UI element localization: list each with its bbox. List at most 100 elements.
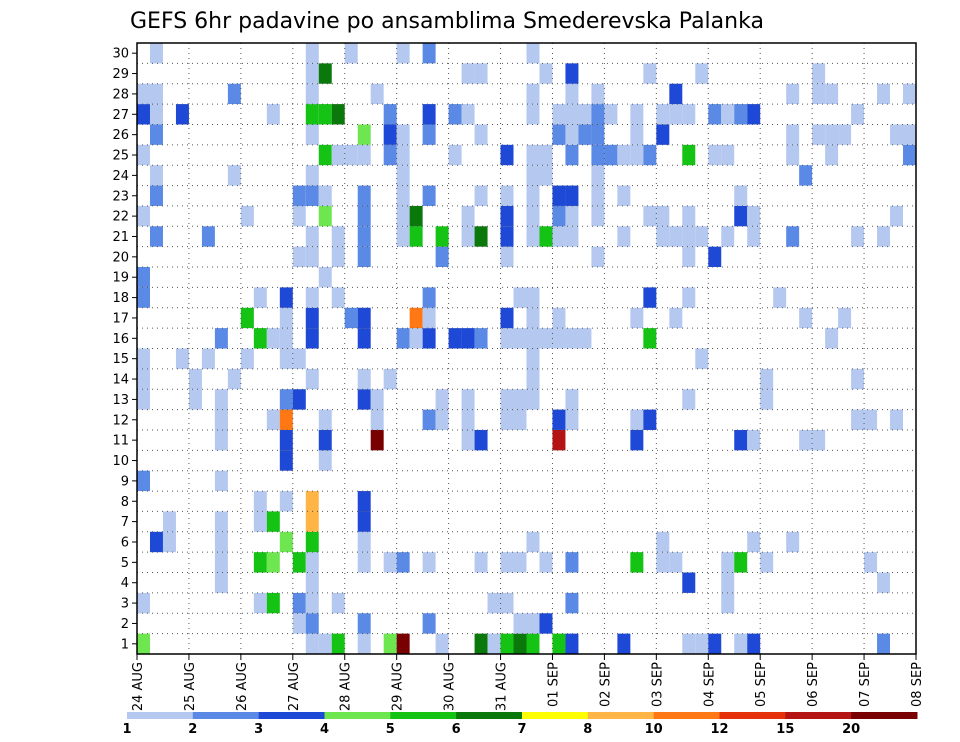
heat-cell [747, 429, 761, 451]
heat-cell [513, 389, 527, 410]
colorbar-label: 1 [122, 722, 131, 737]
heat-cell [357, 511, 371, 532]
heat-cell [318, 409, 332, 430]
heat-cell [383, 144, 397, 166]
heat-cell [552, 104, 566, 125]
heat-cell [552, 633, 566, 654]
heat-cell [279, 409, 293, 430]
heat-cell [682, 104, 696, 125]
heat-cell [591, 124, 605, 145]
heat-cell [825, 83, 839, 105]
heat-cell [695, 63, 709, 84]
y-tick-label: 19 [112, 271, 129, 286]
heat-cell [526, 144, 540, 166]
heat-cell [812, 63, 826, 84]
heat-cell [682, 246, 696, 268]
x-tick-label: 01 SEP [546, 662, 561, 707]
heat-cell [851, 368, 865, 390]
heat-cell [552, 185, 566, 206]
heat-cell [149, 124, 163, 145]
heat-cell [565, 144, 579, 166]
heat-cell [669, 104, 683, 125]
heat-cell [318, 429, 332, 451]
heat-cell [305, 43, 319, 64]
heat-cell [734, 185, 748, 206]
heat-cell [305, 226, 319, 247]
colorbar-swatch [785, 712, 852, 719]
heat-cell [422, 185, 436, 206]
heat-cell [552, 124, 566, 145]
heat-cell [214, 470, 228, 492]
heat-cell [279, 450, 293, 471]
heat-cell [526, 348, 540, 369]
heat-cell [630, 409, 644, 430]
heat-cell [526, 368, 540, 390]
heat-cell [383, 104, 397, 125]
colorbar-swatch [456, 712, 523, 719]
heat-cell [630, 104, 644, 125]
heat-cell [851, 409, 865, 430]
heat-cell [292, 185, 306, 206]
heat-cell [721, 144, 735, 166]
heat-cell [266, 592, 280, 614]
heat-cell [656, 205, 670, 227]
heatmap-cells [137, 43, 916, 654]
heat-cell [461, 429, 475, 451]
heat-cell [643, 63, 657, 84]
heat-cell [500, 185, 514, 206]
heat-cell [137, 592, 150, 614]
heat-cell [448, 144, 462, 166]
x-tick-label: 27 AUG [287, 662, 302, 711]
heat-cell [357, 613, 371, 634]
heat-cell [409, 328, 423, 349]
colorbar-swatch [851, 712, 918, 719]
heat-cell [539, 328, 553, 349]
y-tick-label: 4 [121, 576, 129, 591]
heat-cell [305, 572, 319, 593]
heat-cell [565, 226, 579, 247]
heat-cell [877, 633, 891, 654]
heat-cell [539, 63, 553, 84]
heat-cell [201, 226, 215, 247]
heat-cell [266, 104, 280, 125]
x-tick-label: 29 AUG [391, 662, 406, 711]
heat-cell [240, 348, 254, 369]
x-tick-label: 03 SEP [650, 662, 665, 707]
heat-cell [305, 246, 319, 268]
heat-cell [370, 389, 384, 410]
heat-cell [370, 83, 384, 105]
heat-cell [214, 389, 228, 410]
heat-cell [305, 592, 319, 614]
heat-cell [305, 633, 319, 654]
heat-cell [656, 124, 670, 145]
heat-cell [357, 185, 371, 206]
heat-cell [747, 226, 761, 247]
heat-cell [630, 124, 644, 145]
heat-cell [526, 389, 540, 410]
heat-cell [175, 104, 189, 125]
heat-cell [137, 267, 150, 288]
heat-cell [214, 572, 228, 593]
heat-cell [344, 43, 358, 64]
heat-cell [305, 307, 319, 329]
heat-cell [305, 613, 319, 634]
heat-cell [396, 328, 410, 349]
heat-cell [331, 226, 345, 247]
heat-cell [409, 307, 423, 329]
heat-cell [149, 165, 163, 186]
heat-cell [526, 165, 540, 186]
heat-cell [357, 246, 371, 268]
heat-cell [318, 450, 332, 471]
heat-cell [137, 368, 150, 390]
heat-cell [435, 226, 449, 247]
heat-cell [292, 205, 306, 227]
heat-cell [565, 63, 579, 84]
heat-cell [643, 205, 657, 227]
heat-cell [513, 613, 527, 634]
heat-cell [539, 226, 553, 247]
colorbar-label: 5 [386, 722, 395, 737]
heat-cell [357, 328, 371, 349]
heat-cell [214, 552, 228, 573]
heat-cell [357, 389, 371, 410]
heat-cell [565, 328, 579, 349]
